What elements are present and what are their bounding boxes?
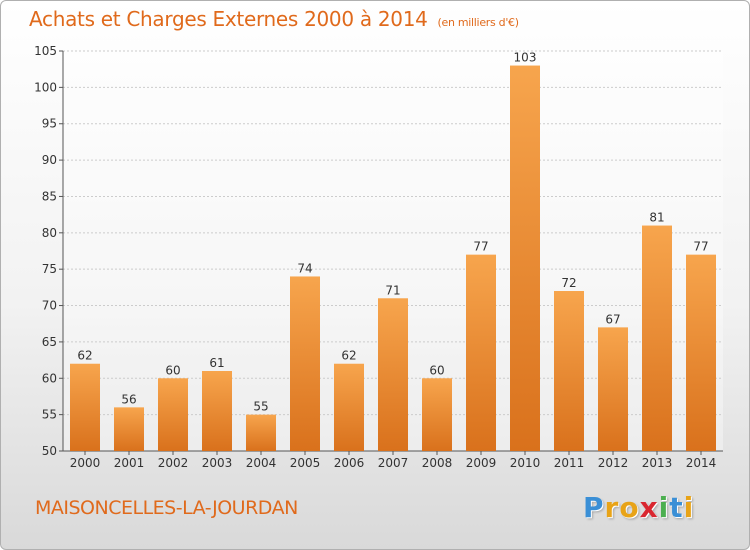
y-tick-label: 65 [42,335,57,349]
x-tick-label: 2006 [334,456,365,470]
data-label: 61 [209,356,224,370]
y-tick-label: 105 [34,44,57,58]
x-tick-label: 2014 [686,456,717,470]
data-label: 77 [693,240,708,254]
bar [114,407,144,451]
proxiti-logo: Proxiti [583,491,694,524]
x-tick-label: 2005 [290,456,321,470]
bar [246,414,276,451]
x-tick-label: 2001 [114,456,145,470]
bar [290,276,320,451]
y-tick-label: 60 [42,371,57,385]
logo-letter: t [669,491,684,524]
x-tick-label: 2008 [422,456,453,470]
logo-letter: r [604,491,620,524]
y-tick-label: 100 [34,80,57,94]
x-tick-label: 2003 [202,456,233,470]
bar [642,225,672,451]
bar [70,363,100,451]
bar [422,378,452,451]
chart-title: Achats et Charges Externes 2000 à 2014 (e… [29,7,519,31]
y-tick-label: 85 [42,189,57,203]
x-tick-label: 2011 [554,456,585,470]
data-label: 103 [514,51,537,65]
bar [466,254,496,451]
x-tick-label: 2009 [466,456,497,470]
y-tick-label: 70 [42,299,57,313]
logo-letter: P [583,491,605,524]
bar [334,363,364,451]
bar [554,291,584,451]
logo-letter: x [639,491,659,524]
y-tick-label: 80 [42,226,57,240]
logo-letter: i [683,491,695,524]
bar [378,298,408,451]
data-label: 77 [473,240,488,254]
x-tick-label: 2000 [70,456,101,470]
x-tick-label: 2012 [598,456,629,470]
x-tick-label: 2002 [158,456,189,470]
data-label: 81 [649,211,664,225]
x-tick-label: 2007 [378,456,409,470]
chart-title-text: Achats et Charges Externes 2000 à 2014 [29,7,428,31]
bar [686,254,716,451]
data-label: 62 [77,349,92,363]
data-label: 67 [605,312,620,326]
bar [202,371,232,451]
x-tick-label: 2004 [246,456,277,470]
x-tick-label: 2010 [510,456,541,470]
y-tick-label: 95 [42,117,57,131]
data-label: 60 [429,363,444,377]
y-tick-label: 90 [42,153,57,167]
data-label: 72 [561,276,576,290]
data-label: 71 [385,283,400,297]
data-label: 60 [165,363,180,377]
data-label: 74 [297,261,312,275]
data-label: 56 [121,392,136,406]
data-label: 62 [341,349,356,363]
chart-unit-label: (en milliers d'€) [437,16,519,29]
x-tick-label: 2013 [642,456,673,470]
place-name: MAISONCELLES-LA-JOURDAN [35,497,298,519]
y-tick-label: 75 [42,262,57,276]
bar [510,65,540,451]
bar [598,327,628,451]
y-tick-label: 50 [42,444,57,458]
data-label: 55 [253,400,268,414]
logo-letter: o [619,491,640,524]
logo-letter: i [658,491,670,524]
bar [158,378,188,451]
y-tick-label: 55 [42,408,57,422]
